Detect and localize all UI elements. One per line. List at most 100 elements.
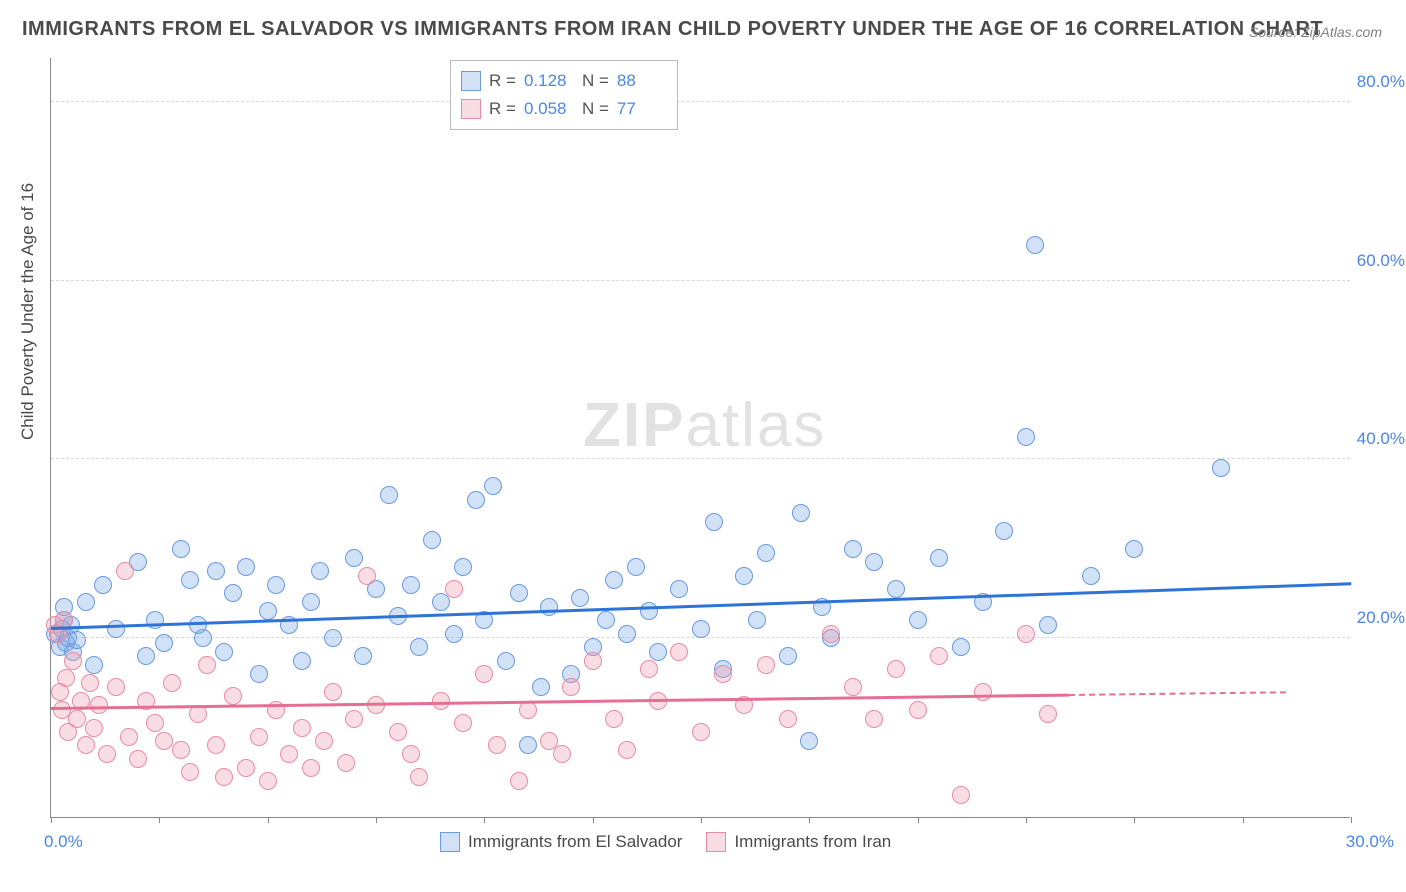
- scatter-point: [189, 705, 207, 723]
- scatter-point: [98, 745, 116, 763]
- scatter-point: [155, 732, 173, 750]
- scatter-point: [887, 580, 905, 598]
- scatter-point: [85, 719, 103, 737]
- n-label: N =: [582, 71, 609, 91]
- scatter-point: [670, 580, 688, 598]
- scatter-point: [81, 674, 99, 692]
- scatter-point: [952, 638, 970, 656]
- scatter-point: [107, 620, 125, 638]
- scatter-point: [605, 571, 623, 589]
- scatter-point: [584, 652, 602, 670]
- stats-legend-box: R = 0.128 N = 88 R = 0.058 N = 77: [450, 60, 678, 130]
- scatter-point: [454, 714, 472, 732]
- scatter-point: [605, 710, 623, 728]
- scatter-point: [930, 647, 948, 665]
- scatter-point: [865, 710, 883, 728]
- scatter-point: [267, 576, 285, 594]
- scatter-point: [432, 593, 450, 611]
- scatter-point: [215, 643, 233, 661]
- scatter-point: [155, 634, 173, 652]
- x-tick: [159, 817, 160, 823]
- scatter-point: [540, 598, 558, 616]
- scatter-point: [345, 710, 363, 728]
- y-axis-label: Child Poverty Under the Age of 16: [18, 183, 38, 440]
- legend-item-el-salvador: Immigrants from El Salvador: [440, 832, 682, 852]
- scatter-point: [389, 723, 407, 741]
- scatter-point: [250, 728, 268, 746]
- watermark: ZIPatlas: [583, 390, 826, 461]
- scatter-point: [163, 674, 181, 692]
- scatter-point: [146, 611, 164, 629]
- scatter-point: [792, 504, 810, 522]
- scatter-point: [735, 567, 753, 585]
- scatter-point: [909, 611, 927, 629]
- scatter-point: [302, 759, 320, 777]
- n-value-el-salvador: 88: [617, 71, 667, 91]
- scatter-point: [800, 732, 818, 750]
- scatter-point: [844, 540, 862, 558]
- scatter-point: [380, 486, 398, 504]
- n-value-iran: 77: [617, 99, 667, 119]
- r-value-iran: 0.058: [524, 99, 574, 119]
- scatter-point: [748, 611, 766, 629]
- scatter-point: [484, 477, 502, 495]
- x-tick: [1134, 817, 1135, 823]
- scatter-point: [1039, 705, 1057, 723]
- scatter-point: [259, 602, 277, 620]
- scatter-point: [120, 728, 138, 746]
- scatter-point: [224, 584, 242, 602]
- y-tick-label: 20.0%: [1357, 608, 1405, 628]
- scatter-point: [1039, 616, 1057, 634]
- scatter-point: [293, 652, 311, 670]
- scatter-point: [571, 589, 589, 607]
- scatter-point: [757, 656, 775, 674]
- scatter-point: [618, 741, 636, 759]
- x-tick: [376, 817, 377, 823]
- scatter-point: [952, 786, 970, 804]
- r-label: R =: [489, 99, 516, 119]
- scatter-point: [454, 558, 472, 576]
- scatter-point: [129, 750, 147, 768]
- stats-row-iran: R = 0.058 N = 77: [461, 95, 667, 123]
- x-tick-label-max: 30.0%: [1346, 832, 1394, 852]
- scatter-point: [280, 745, 298, 763]
- scatter-point: [1212, 459, 1230, 477]
- x-tick: [484, 817, 485, 823]
- scatter-point: [909, 701, 927, 719]
- scatter-point: [705, 513, 723, 531]
- scatter-point: [510, 772, 528, 790]
- scatter-point: [467, 491, 485, 509]
- scatter-point: [198, 656, 216, 674]
- scatter-point: [640, 660, 658, 678]
- scatter-point: [224, 687, 242, 705]
- r-label: R =: [489, 71, 516, 91]
- scatter-point: [207, 562, 225, 580]
- scatter-point: [930, 549, 948, 567]
- scatter-point: [324, 683, 342, 701]
- scatter-point: [822, 625, 840, 643]
- x-tick: [593, 817, 594, 823]
- scatter-point: [519, 736, 537, 754]
- scatter-point: [107, 678, 125, 696]
- x-tick: [1243, 817, 1244, 823]
- y-tick-label: 80.0%: [1357, 72, 1405, 92]
- scatter-point: [57, 669, 75, 687]
- scatter-point: [181, 571, 199, 589]
- scatter-point: [475, 665, 493, 683]
- scatter-point: [354, 647, 372, 665]
- legend-label-iran: Immigrants from Iran: [734, 832, 891, 852]
- x-tick: [1026, 817, 1027, 823]
- trend-line-extrapolated: [1069, 692, 1286, 697]
- scatter-point: [85, 656, 103, 674]
- scatter-point: [402, 576, 420, 594]
- scatter-point: [757, 544, 775, 562]
- scatter-point: [172, 741, 190, 759]
- x-tick: [918, 817, 919, 823]
- scatter-point: [1017, 428, 1035, 446]
- scatter-point: [302, 593, 320, 611]
- scatter-point: [627, 558, 645, 576]
- bottom-legend: Immigrants from El Salvador Immigrants f…: [440, 832, 891, 852]
- y-tick-label: 60.0%: [1357, 251, 1405, 271]
- chart-title: IMMIGRANTS FROM EL SALVADOR VS IMMIGRANT…: [22, 18, 1323, 41]
- scatter-point: [215, 768, 233, 786]
